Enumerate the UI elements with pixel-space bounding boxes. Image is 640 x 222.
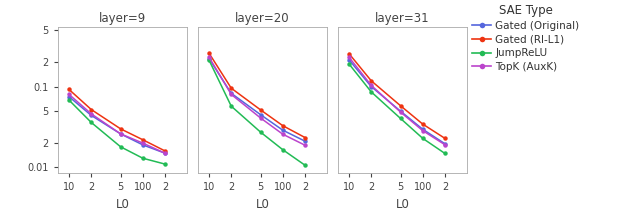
Legend: Gated (Original), Gated (RI-L1), JumpReLU, TopK (AuxK): Gated (Original), Gated (RI-L1), JumpReL… — [470, 2, 582, 74]
Title: layer=9: layer=9 — [99, 12, 146, 26]
X-axis label: L0: L0 — [115, 198, 129, 211]
Title: layer=31: layer=31 — [375, 12, 429, 26]
X-axis label: L0: L0 — [255, 198, 269, 211]
Title: layer=20: layer=20 — [235, 12, 290, 26]
X-axis label: L0: L0 — [396, 198, 410, 211]
